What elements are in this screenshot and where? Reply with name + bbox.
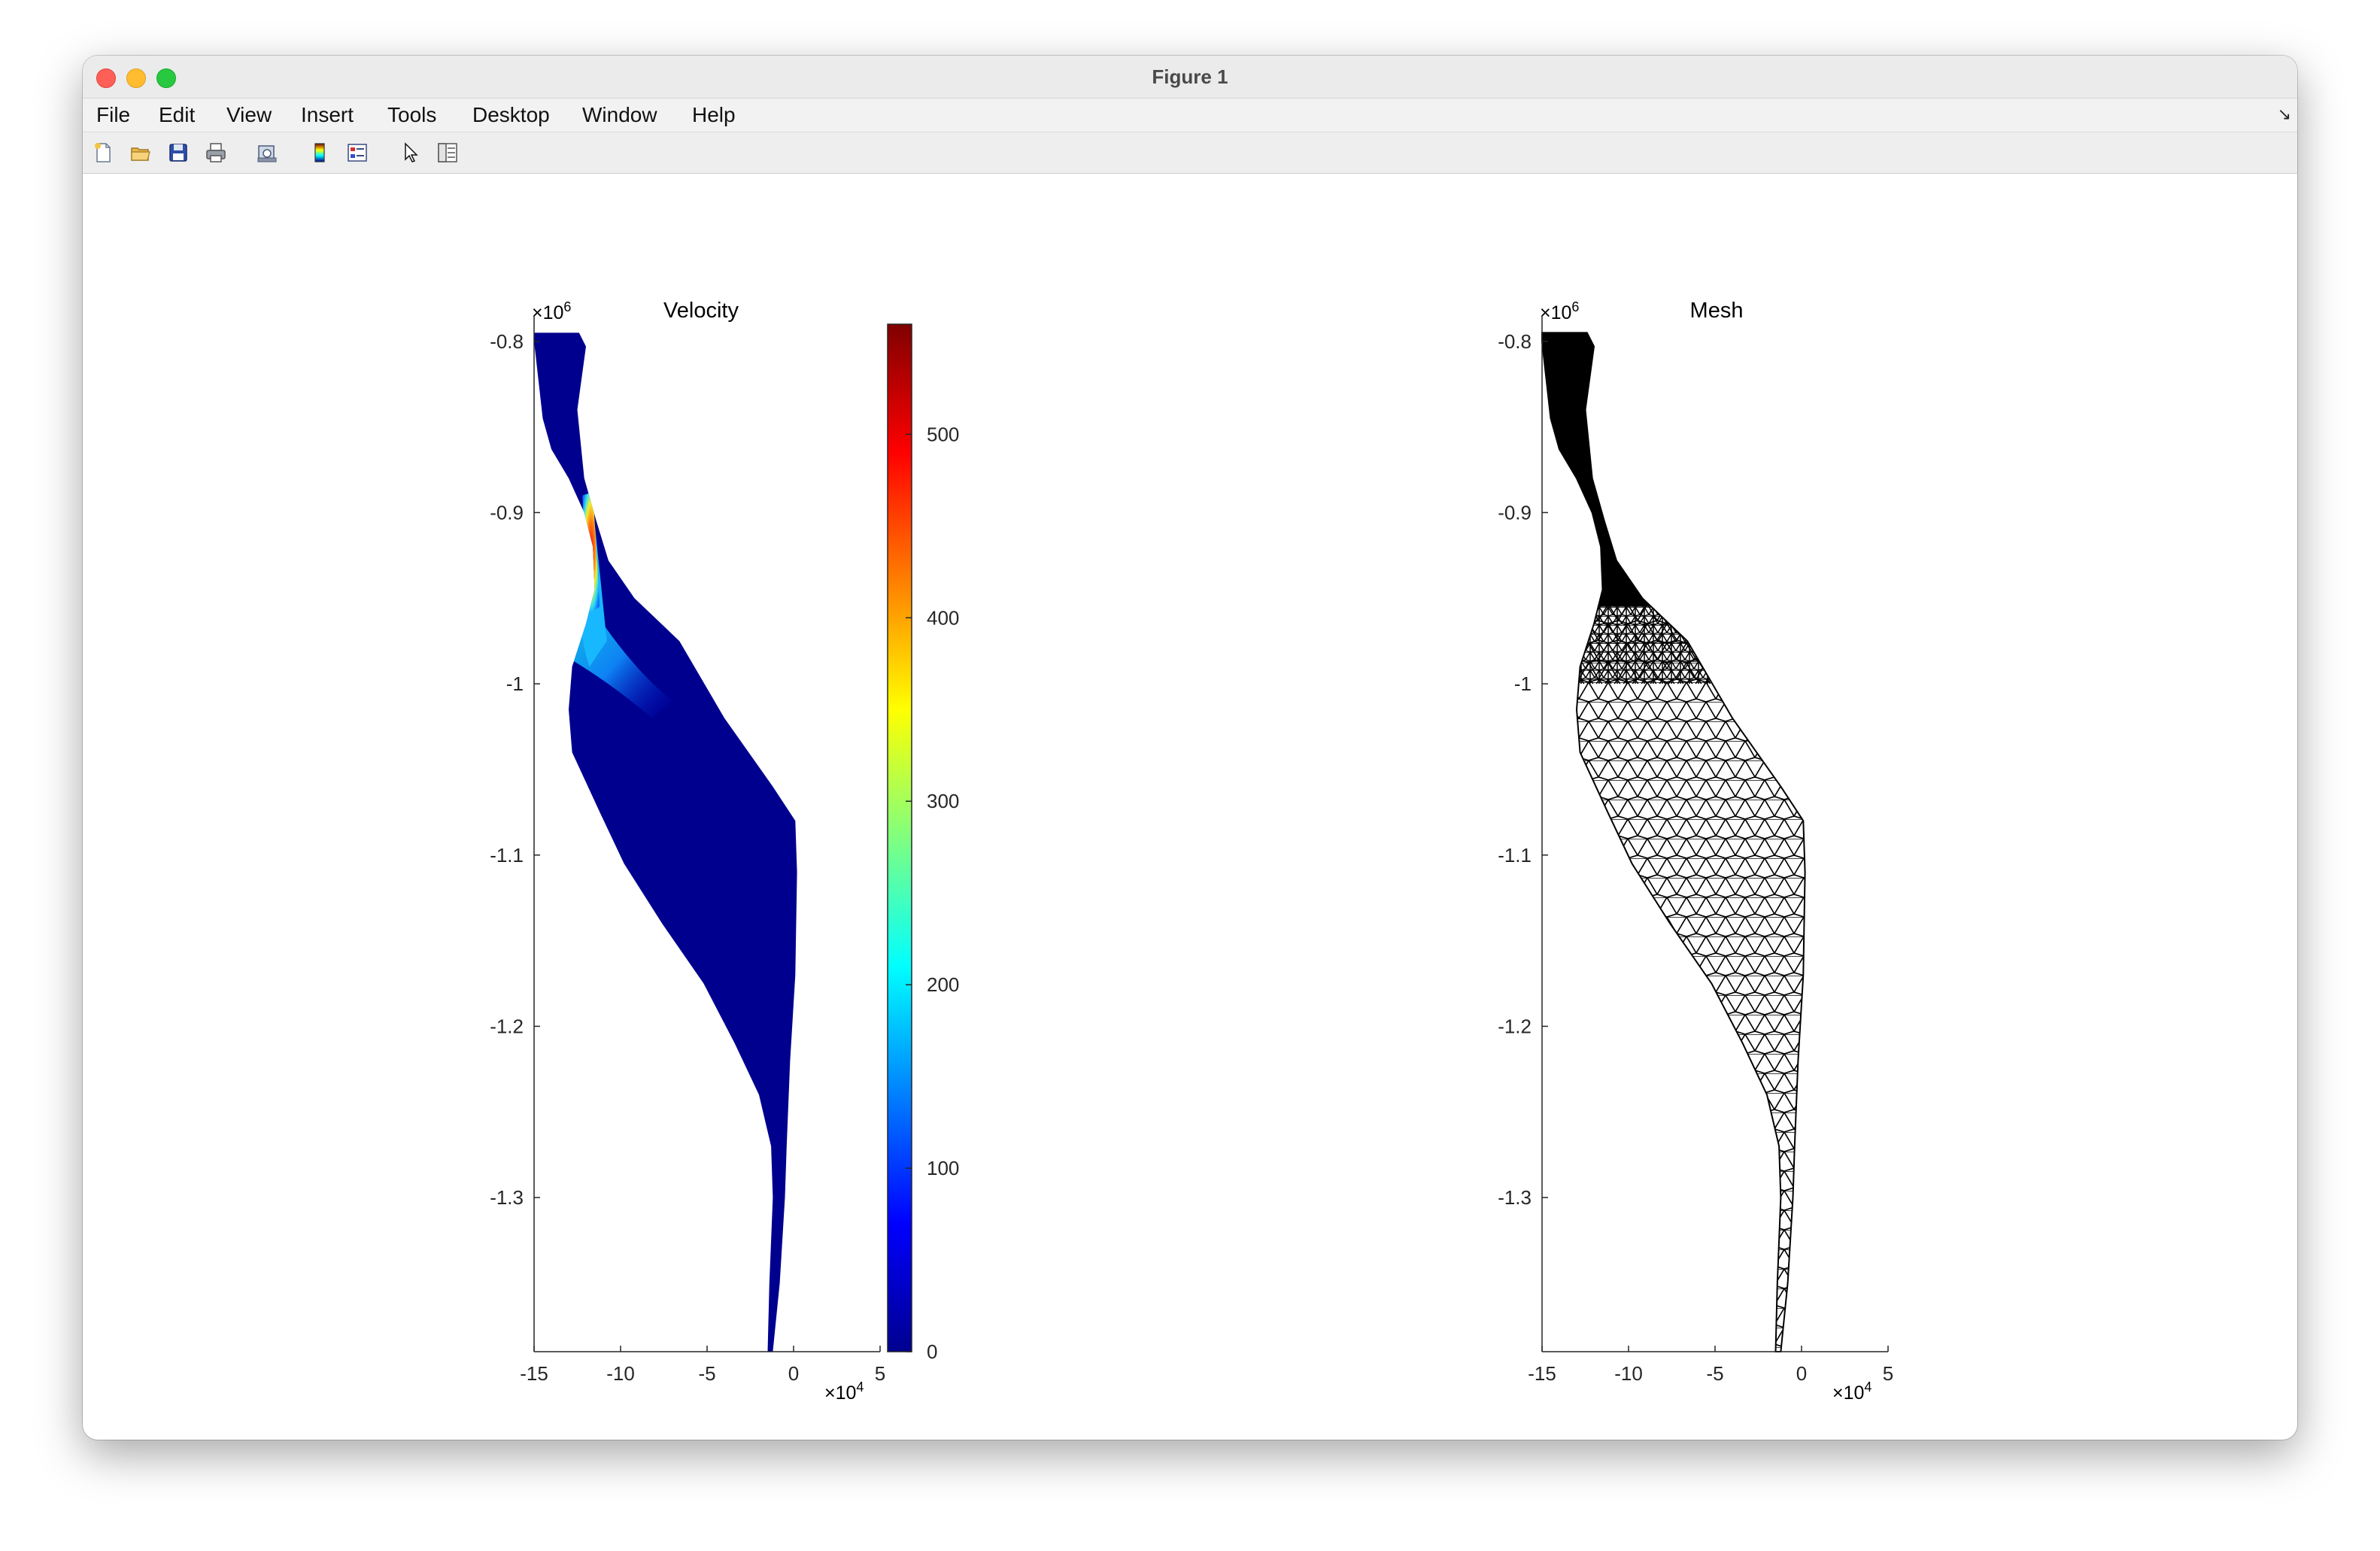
colorbar-tick-label: 0 <box>927 1340 937 1363</box>
velocity-x-tick-label: 0 <box>788 1362 799 1385</box>
mesh-y-exponent: ×106 <box>1540 299 1579 323</box>
velocity-y-tick-label: -0.8 <box>490 330 524 353</box>
mesh-x-tick-label: -10 <box>1614 1362 1643 1385</box>
velocity-axes: Velocity ×106 -15 -10 -5 0 5-0.8-0.9-1-1.1-1… <box>490 299 959 1404</box>
colorbar-tick-label: 500 <box>927 423 959 445</box>
new-figure-icon[interactable] <box>92 141 114 164</box>
velocity-y-tick-label: -1.2 <box>490 1015 524 1037</box>
velocity-y-tick-label: -1 <box>506 672 524 695</box>
save-icon[interactable] <box>167 141 190 164</box>
velocity-colorbar <box>887 323 912 1352</box>
figure-window: Figure 1 File Edit View Insert Tools Des… <box>83 56 2297 1440</box>
mesh-dense-top <box>1542 332 1805 607</box>
mesh-elements <box>1542 332 1805 1352</box>
open-file-icon[interactable] <box>129 141 152 164</box>
velocity-domain <box>534 332 797 1352</box>
print-icon[interactable] <box>205 141 227 164</box>
mesh-x-tick-label: 5 <box>1883 1362 1893 1385</box>
velocity-x-tick-label: -5 <box>698 1362 715 1385</box>
mesh-axes: Mesh ×106 -15 -10 -5 0 5-0.8-0.9-1-1.1-1.2-1… <box>1498 299 1893 1404</box>
mesh-y-tick-label: -1.2 <box>1498 1015 1532 1037</box>
figure-toolbar <box>83 132 2297 174</box>
colorbar-tick-label: 400 <box>927 606 959 629</box>
menu-view[interactable]: View <box>226 103 272 126</box>
menu-tools[interactable]: Tools <box>387 103 437 126</box>
velocity-field <box>534 332 797 1352</box>
figure-canvas: Velocity ×106 -15 -10 -5 0 5-0.8-0.9-1-1.1-1… <box>490 299 1893 1404</box>
mesh-boundary <box>1541 332 1806 1352</box>
velocity-y-tick-label: -1.3 <box>490 1186 524 1209</box>
mesh-x-tick-label: -5 <box>1706 1362 1723 1385</box>
mesh-y-tick-label: -1.1 <box>1498 844 1532 867</box>
title-bar: Figure 1 <box>83 56 2297 99</box>
velocity-x-tick-label: 5 <box>875 1362 885 1385</box>
close-button[interactable] <box>96 68 116 88</box>
mesh-transition <box>1542 606 1805 684</box>
mesh-coarse <box>1542 598 1805 1352</box>
velocity-y-tick-label: -0.9 <box>490 501 524 524</box>
mesh-y-tick-label: -1 <box>1514 672 1532 695</box>
velocity-title: Velocity <box>663 299 739 323</box>
dock-arrow-icon[interactable]: ↘ <box>2277 105 2291 123</box>
mesh-x-tick-label: -15 <box>1528 1362 1556 1385</box>
mesh-triangulation <box>1541 332 1806 1352</box>
menu-edit[interactable]: Edit <box>159 103 196 126</box>
print-preview-icon[interactable] <box>256 141 278 164</box>
window-title: Figure 1 <box>1152 65 1228 88</box>
mesh-y-tick-label: -1.3 <box>1498 1186 1532 1209</box>
velocity-y-exponent: ×106 <box>532 299 571 323</box>
mesh-x-tick-label: 0 <box>1796 1362 1807 1385</box>
legend-icon[interactable] <box>346 141 369 164</box>
colorbar-icon[interactable] <box>308 141 331 164</box>
maximize-button[interactable] <box>156 68 176 88</box>
colorbar-ticks: 0 100 200 300 400 500 <box>906 423 959 1363</box>
mesh-title: Mesh <box>1690 299 1744 323</box>
colorbar-tick-label: 100 <box>927 1157 959 1179</box>
property-inspector-icon[interactable] <box>436 141 459 164</box>
menu-insert[interactable]: Insert <box>301 103 354 126</box>
mesh-x-exponent: ×104 <box>1832 1380 1872 1404</box>
velocity-x-tick-label: -10 <box>606 1362 635 1385</box>
velocity-x-tick-label: -15 <box>520 1362 548 1385</box>
menu-desktop[interactable]: Desktop <box>472 103 550 126</box>
velocity-y-tick-label: -1.1 <box>490 844 524 867</box>
menu-file[interactable]: File <box>96 103 131 126</box>
pointer-icon[interactable] <box>399 141 421 164</box>
colorbar-tick-label: 300 <box>927 790 959 812</box>
minimize-button[interactable] <box>126 68 146 88</box>
menu-window[interactable]: Window <box>582 103 657 126</box>
mesh-y-tick-label: -0.8 <box>1498 330 1532 353</box>
mesh-y-tick-label: -0.9 <box>1498 501 1532 524</box>
menu-bar: File Edit View Insert Tools Desktop Wind… <box>83 99 2297 132</box>
velocity-ticks: -15 -10 -5 0 5 -0.8 -0.9 -1 -1.1 -1.2 -1.3 <box>490 330 885 1385</box>
menu-help[interactable]: Help <box>692 103 736 126</box>
velocity-x-exponent: ×104 <box>824 1380 864 1404</box>
colorbar-tick-label: 200 <box>927 973 959 996</box>
mesh-ticks: -15 -10 -5 0 5 -0.8 -0.9 -1 -1.1 -1.2 -1.3 <box>1498 330 1893 1385</box>
